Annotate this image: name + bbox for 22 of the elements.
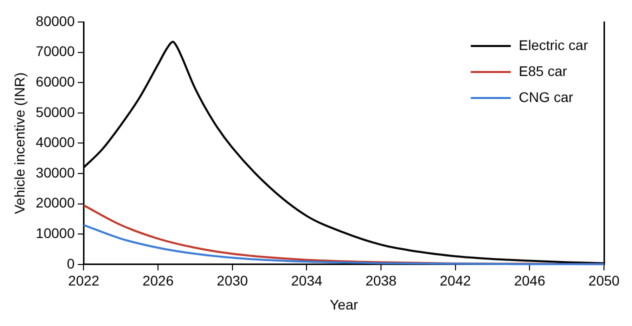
x-tick-label: 2050 xyxy=(588,272,620,289)
y-axis-title: Vehicle incentive (INR) xyxy=(11,72,28,214)
y-tick-label: 30000 xyxy=(36,164,75,180)
x-tick-label: 2046 xyxy=(514,272,546,289)
y-tick-label: 10000 xyxy=(36,224,75,241)
x-tick-label: 2034 xyxy=(291,272,322,289)
y-tick-label: 80000 xyxy=(36,12,75,29)
y-tick-label: 0 xyxy=(66,255,75,272)
x-tick-label: 2038 xyxy=(365,272,397,289)
x-axis-title: Year xyxy=(330,296,358,312)
x-tick-label: 2022 xyxy=(68,272,100,289)
x-tick-label: 2026 xyxy=(142,272,174,289)
y-tick-label: 20000 xyxy=(36,194,75,211)
legend-label: E85 car xyxy=(518,62,568,79)
y-tick-label: 70000 xyxy=(36,43,75,60)
x-tick-label: 2030 xyxy=(216,272,248,289)
y-tick-label: 60000 xyxy=(36,73,75,90)
y-tick-label: 50000 xyxy=(36,104,75,120)
x-tick-label: 2042 xyxy=(440,272,472,289)
legend-label: Electric car xyxy=(518,36,588,53)
y-tick-label: 40000 xyxy=(36,134,75,150)
legend-label: CNG car xyxy=(518,88,574,105)
